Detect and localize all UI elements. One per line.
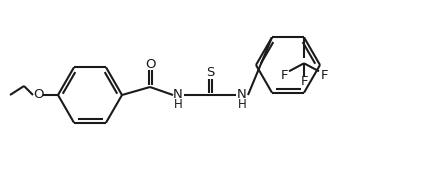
Text: F: F — [320, 69, 328, 82]
Text: H: H — [174, 99, 182, 111]
Text: F: F — [300, 75, 308, 88]
Text: H: H — [238, 99, 246, 111]
Text: S: S — [206, 67, 214, 79]
Text: F: F — [280, 69, 288, 82]
Text: O: O — [145, 58, 155, 72]
Text: N: N — [237, 89, 247, 101]
Text: O: O — [33, 89, 43, 101]
Text: N: N — [173, 89, 183, 101]
